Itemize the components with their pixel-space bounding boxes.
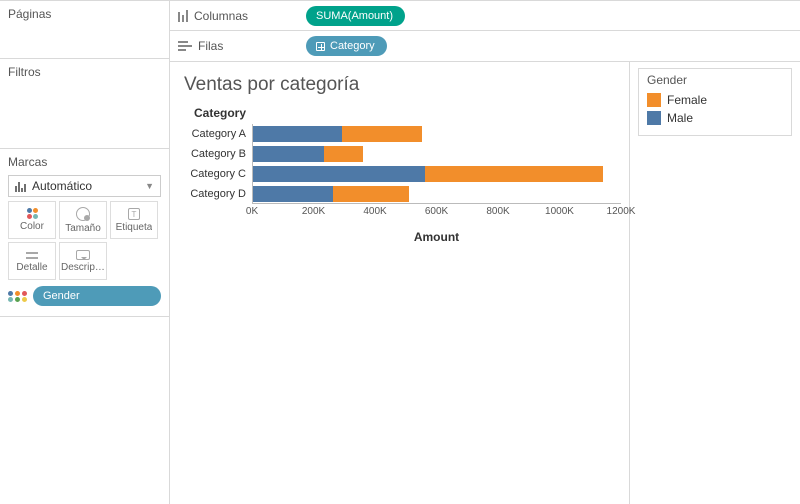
color-field-pill[interactable]: Gender xyxy=(33,286,161,306)
size-icon xyxy=(76,207,90,221)
bar-segment[interactable] xyxy=(324,146,364,162)
legend-swatch xyxy=(647,93,661,107)
rows-shelf[interactable]: Filas Category xyxy=(170,31,800,61)
bar-segment[interactable] xyxy=(253,166,425,182)
category-labels: Category ACategory BCategory CCategory D xyxy=(178,124,252,204)
x-tick: 800K xyxy=(486,206,509,217)
rows-pill[interactable]: Category xyxy=(306,36,387,56)
legend-panel: Gender Female Male xyxy=(630,62,800,504)
legend-label: Female xyxy=(667,93,707,107)
filters-card[interactable]: Filtros xyxy=(0,59,169,149)
marks-label-button[interactable]: T Etiqueta xyxy=(110,201,158,239)
bar-row[interactable] xyxy=(253,144,621,164)
category-label: Category A xyxy=(178,124,246,144)
columns-shelf[interactable]: Columnas SUMA(Amount) xyxy=(170,1,800,31)
main-area: Columnas SUMA(Amount) Filas Category xyxy=(170,1,800,504)
marks-detail-button[interactable]: Detalle xyxy=(8,242,56,280)
rows-shelf-label: Filas xyxy=(198,39,223,53)
filters-title: Filtros xyxy=(8,65,161,79)
bar-segment[interactable] xyxy=(342,126,422,142)
legend-item[interactable]: Male xyxy=(647,109,783,127)
mark-buttons: Color Tamaño T Etiqueta Detalle Descrip.… xyxy=(8,201,161,280)
marks-color-pill-row: Gender xyxy=(8,286,161,306)
shelves: Columnas SUMA(Amount) Filas Category xyxy=(170,1,800,62)
bar-row[interactable] xyxy=(253,124,621,144)
legend-items: Female Male xyxy=(647,91,783,127)
marks-title: Marcas xyxy=(8,155,161,169)
marks-tooltip-button[interactable]: Descrip. emerge... xyxy=(59,242,107,280)
tooltip-icon xyxy=(76,250,90,260)
chevron-down-icon: ▼ xyxy=(145,181,154,191)
marks-color-button[interactable]: Color xyxy=(8,201,56,239)
columns-icon xyxy=(178,10,188,22)
bar-segment[interactable] xyxy=(253,186,333,202)
app-root: Páginas Filtros Marcas Automático ▼ Colo… xyxy=(0,0,800,504)
x-tick: 1000K xyxy=(545,206,574,217)
bar-segment[interactable] xyxy=(253,126,342,142)
category-label: Category D xyxy=(178,184,246,204)
rows-icon xyxy=(178,41,192,51)
marks-card: Marcas Automático ▼ Color Tamaño xyxy=(0,149,169,317)
category-label: Category C xyxy=(178,164,246,184)
mark-type-label: Automático xyxy=(32,179,92,193)
chart-area: Ventas por categoría Category Category A… xyxy=(170,62,630,504)
bar-segment[interactable] xyxy=(425,166,603,182)
x-tick: 400K xyxy=(363,206,386,217)
category-axis-title: Category xyxy=(194,106,621,120)
chart-title[interactable]: Ventas por categoría xyxy=(184,74,621,96)
x-tick: 200K xyxy=(302,206,325,217)
x-axis-title: Amount xyxy=(252,230,621,244)
legend-card[interactable]: Gender Female Male xyxy=(638,68,792,136)
bar-row[interactable] xyxy=(253,164,621,184)
legend-swatch xyxy=(647,111,661,125)
mark-type-select[interactable]: Automático ▼ xyxy=(8,175,161,197)
pages-card[interactable]: Páginas xyxy=(0,1,169,59)
x-tick: 600K xyxy=(425,206,448,217)
bar-segment[interactable] xyxy=(333,186,410,202)
color-icon xyxy=(27,208,38,219)
color-icon xyxy=(8,291,27,302)
x-tick: 1200K xyxy=(607,206,636,217)
category-label: Category B xyxy=(178,144,246,164)
legend-title: Gender xyxy=(647,73,783,87)
columns-shelf-label: Columnas xyxy=(194,9,248,23)
bar-row[interactable] xyxy=(253,184,621,204)
bar-chart-icon xyxy=(15,180,26,192)
detail-icon xyxy=(25,250,39,260)
marks-size-button[interactable]: Tamaño xyxy=(59,201,107,239)
pages-title: Páginas xyxy=(8,7,161,21)
side-panel: Páginas Filtros Marcas Automático ▼ Colo… xyxy=(0,1,170,504)
bar-segment[interactable] xyxy=(253,146,324,162)
bars-plot xyxy=(252,124,621,204)
expand-icon xyxy=(316,42,325,51)
columns-pill[interactable]: SUMA(Amount) xyxy=(306,6,405,26)
label-icon: T xyxy=(128,208,140,220)
legend-item[interactable]: Female xyxy=(647,91,783,109)
x-axis: 0K200K400K600K800K1000K1200K xyxy=(252,204,621,220)
legend-label: Male xyxy=(667,111,693,125)
workspace: Ventas por categoría Category Category A… xyxy=(170,62,800,504)
x-tick: 0K xyxy=(246,206,258,217)
